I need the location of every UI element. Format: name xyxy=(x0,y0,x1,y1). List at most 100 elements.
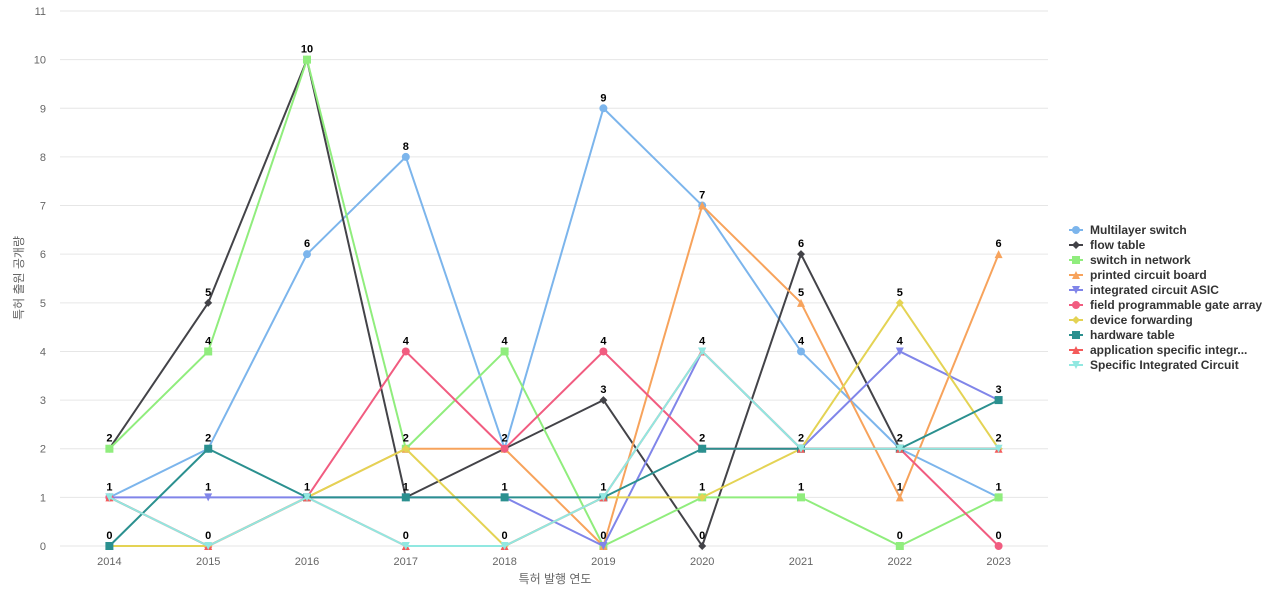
data-label: 0 xyxy=(205,530,211,542)
data-label: 1 xyxy=(600,481,606,493)
legend-label: switch in network xyxy=(1090,253,1191,267)
data-label: 4 xyxy=(798,335,805,347)
x-axis-title: 특허 발행 연도 xyxy=(519,571,592,586)
data-point-device-forwarding xyxy=(698,493,707,502)
data-point-integrated-circuit-asic xyxy=(204,493,213,502)
data-point-field-programmable-gate-array xyxy=(500,444,509,453)
data-label: 4 xyxy=(403,335,410,347)
legend-label: printed circuit board xyxy=(1090,268,1207,282)
legend-item-specific-integrated-circuit: Specific Integrated Circuit xyxy=(1069,358,1239,372)
data-point-switch-in-network xyxy=(204,347,213,356)
data-label: 1 xyxy=(502,481,508,493)
series-specific-integrated-circuit xyxy=(105,347,1003,550)
data-point-specific-integrated-circuit xyxy=(105,493,114,502)
data-label: 3 xyxy=(600,384,606,396)
data-point-switch-in-network xyxy=(994,493,1003,502)
data-label: 1 xyxy=(798,481,804,493)
x-tick-label: 2017 xyxy=(394,556,418,568)
data-label: 1 xyxy=(403,481,409,493)
x-axis-ticks: 2014 2015 2016 2017 2018 2019 2020 2021 2022 2023 xyxy=(97,556,1011,568)
data-label: 1 xyxy=(699,481,705,493)
series-line-switch-in-network xyxy=(108,58,1000,547)
data-point-hardware-table xyxy=(500,493,509,502)
data-label: 4 xyxy=(699,335,706,347)
legend-marker xyxy=(1072,361,1080,369)
legend-label: device forwarding xyxy=(1090,313,1193,327)
data-label: 5 xyxy=(798,287,804,299)
legend-marker xyxy=(1072,256,1080,264)
legend-marker xyxy=(1072,346,1080,354)
series-line-flow-table xyxy=(108,58,999,547)
legend-marker xyxy=(1072,316,1080,324)
x-tick-label: 2018 xyxy=(492,556,516,568)
legend-item-application-specific-integr: application specific integr... xyxy=(1069,343,1247,357)
data-point-specific-integrated-circuit xyxy=(895,444,904,453)
legend-label: field programmable gate array xyxy=(1090,298,1262,312)
data-point-field-programmable-gate-array xyxy=(994,542,1003,550)
legend-marker xyxy=(1072,226,1080,234)
data-label: 0 xyxy=(502,530,508,542)
data-label: 9 xyxy=(600,92,606,104)
data-label: 1 xyxy=(304,481,310,493)
data-label: 4 xyxy=(600,335,607,347)
data-label: 6 xyxy=(798,238,804,250)
data-label: 2 xyxy=(106,433,112,445)
y-tick-label: 2 xyxy=(40,444,46,456)
y-axis-ticks: 0 1 2 3 4 5 6 7 8 9 10 11 xyxy=(34,6,46,553)
data-label: 4 xyxy=(205,335,212,347)
data-point-flow-table xyxy=(698,542,707,550)
y-tick-label: 4 xyxy=(40,346,46,358)
data-label: 2 xyxy=(996,433,1002,445)
x-tick-label: 2015 xyxy=(196,556,220,568)
legend-marker xyxy=(1072,301,1080,309)
series-line-hardware-table xyxy=(108,399,1000,547)
y-tick-label: 9 xyxy=(40,103,46,115)
x-tick-label: 2021 xyxy=(789,556,813,568)
legend-label: flow table xyxy=(1090,238,1146,252)
series-hardware-table xyxy=(105,396,1003,550)
x-tick-label: 2022 xyxy=(888,556,912,568)
data-point-specific-integrated-circuit xyxy=(401,542,410,550)
data-label: 0 xyxy=(996,530,1002,542)
data-point-specific-integrated-circuit xyxy=(797,444,805,453)
series-line-printed-circuit-board xyxy=(109,204,1000,547)
legend-marker xyxy=(1072,331,1080,339)
series-line-specific-integrated-circuit xyxy=(108,350,999,547)
data-label: 1 xyxy=(996,481,1002,493)
data-point-switch-in-network xyxy=(500,347,509,356)
x-tick-label: 2020 xyxy=(690,556,714,568)
data-label: 5 xyxy=(897,287,903,299)
data-point-flow-table xyxy=(599,396,608,405)
data-label: 7 xyxy=(699,190,705,202)
data-label: 0 xyxy=(897,530,903,542)
data-label: 2 xyxy=(502,433,508,445)
data-point-multilayer-switch xyxy=(401,152,410,161)
data-point-switch-in-network xyxy=(797,493,805,502)
data-point-printed-circuit-board xyxy=(797,298,805,307)
data-label: 1 xyxy=(897,481,903,493)
data-label: 0 xyxy=(699,530,705,542)
data-point-hardware-table xyxy=(994,396,1003,405)
legend-label: Multilayer switch xyxy=(1090,223,1187,237)
y-tick-label: 6 xyxy=(40,249,46,261)
data-point-specific-integrated-circuit xyxy=(698,347,707,356)
y-tick-label: 3 xyxy=(40,395,46,407)
legend-label: Specific Integrated Circuit xyxy=(1090,358,1239,372)
series-layer xyxy=(105,55,1003,550)
data-label: 3 xyxy=(996,384,1002,396)
data-point-switch-in-network xyxy=(895,542,904,550)
legend-item-multilayer-switch: Multilayer switch xyxy=(1069,223,1187,237)
data-label: 2 xyxy=(699,433,705,445)
data-point-specific-integrated-circuit xyxy=(204,542,213,550)
legend-item-flow-table: flow table xyxy=(1069,238,1146,252)
data-label: 4 xyxy=(897,335,904,347)
data-point-integrated-circuit-asic xyxy=(895,347,904,356)
data-label: 2 xyxy=(403,433,409,445)
data-point-multilayer-switch xyxy=(599,104,608,113)
x-tick-label: 2014 xyxy=(97,556,121,568)
y-tick-label: 5 xyxy=(40,298,46,310)
y-tick-label: 8 xyxy=(40,152,46,164)
data-point-hardware-table xyxy=(105,542,114,550)
data-point-field-programmable-gate-array xyxy=(401,347,410,356)
